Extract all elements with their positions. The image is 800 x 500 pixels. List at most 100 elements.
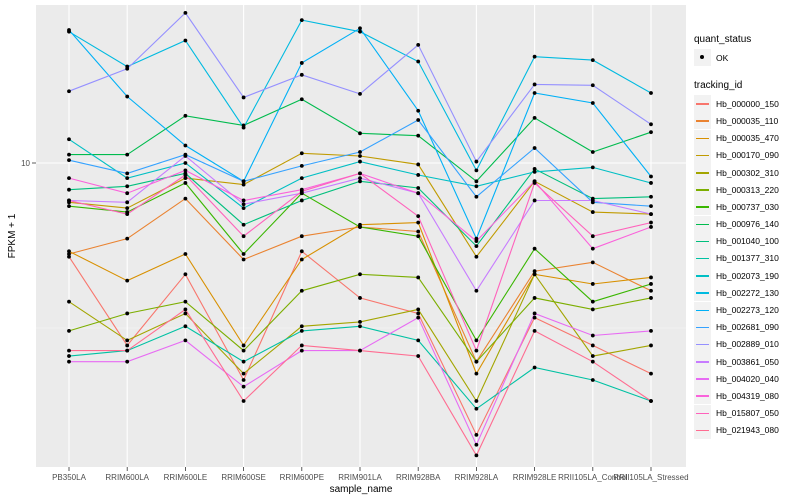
line-key-icon bbox=[694, 181, 711, 199]
data-point bbox=[358, 91, 362, 96]
legend-item: Hb_000170_090 bbox=[694, 146, 779, 164]
legend-label: Hb_000302_310 bbox=[716, 167, 779, 178]
legend-item: Hb_004020_040 bbox=[694, 370, 779, 388]
data-point bbox=[649, 91, 653, 95]
data-point bbox=[416, 315, 421, 320]
data-point bbox=[299, 288, 304, 293]
x-tick-label: RRIM928BA bbox=[396, 473, 441, 482]
data-point bbox=[183, 252, 188, 256]
data-point bbox=[125, 278, 130, 283]
legend-label: Hb_000000_150 bbox=[716, 98, 779, 109]
legend-label: Hb_001040_100 bbox=[716, 236, 779, 247]
data-point bbox=[474, 239, 479, 243]
data-point bbox=[183, 338, 188, 343]
data-point bbox=[183, 272, 188, 277]
data-point bbox=[649, 225, 653, 229]
data-point bbox=[183, 143, 188, 148]
data-point bbox=[241, 198, 246, 203]
data-point bbox=[299, 257, 304, 262]
legend-label: Hb_015807_050 bbox=[716, 408, 779, 419]
legend-label: OK bbox=[716, 52, 729, 63]
data-point bbox=[299, 249, 304, 254]
data-point bbox=[649, 130, 653, 135]
data-point bbox=[241, 343, 246, 348]
data-point bbox=[590, 83, 595, 88]
data-point bbox=[299, 343, 304, 348]
data-point bbox=[649, 212, 653, 217]
data-point bbox=[416, 162, 421, 167]
data-point bbox=[474, 371, 479, 376]
legend-item: Hb_003861_050 bbox=[694, 353, 779, 371]
data-point bbox=[590, 354, 595, 358]
legend-item: Hb_001040_100 bbox=[694, 232, 779, 250]
data-point bbox=[358, 159, 362, 164]
data-point bbox=[241, 182, 246, 187]
data-point bbox=[358, 348, 362, 353]
data-point bbox=[474, 442, 479, 447]
data-point bbox=[532, 181, 537, 185]
data-point bbox=[299, 348, 304, 353]
data-point bbox=[416, 108, 421, 113]
data-point bbox=[474, 453, 479, 458]
data-point bbox=[358, 296, 362, 300]
data-point bbox=[590, 165, 595, 170]
legend-item: Hb_000035_110 bbox=[694, 112, 779, 130]
data-point bbox=[67, 252, 71, 256]
data-point bbox=[649, 174, 653, 179]
line-key-icon bbox=[694, 95, 711, 113]
data-point bbox=[532, 166, 537, 171]
data-point bbox=[649, 181, 653, 185]
legend-item: Hb_002681_090 bbox=[694, 318, 779, 336]
data-point bbox=[358, 171, 362, 176]
legend-label: Hb_001377_310 bbox=[716, 253, 779, 264]
data-point bbox=[67, 354, 71, 358]
data-point bbox=[649, 399, 653, 403]
data-point bbox=[416, 42, 421, 47]
data-point bbox=[416, 234, 421, 239]
x-tick-label: RRIM600PE bbox=[280, 473, 324, 482]
data-point bbox=[299, 97, 304, 102]
legend-item: Hb_002889_010 bbox=[694, 335, 779, 353]
data-point bbox=[474, 348, 479, 353]
data-point bbox=[299, 189, 304, 194]
data-point bbox=[125, 236, 130, 241]
legend-item: Hb_002272_130 bbox=[694, 284, 779, 302]
data-point bbox=[590, 101, 595, 105]
data-point bbox=[532, 169, 537, 174]
shape-legend-title: quant_status bbox=[694, 34, 752, 45]
data-point bbox=[183, 324, 188, 329]
data-point bbox=[183, 161, 188, 165]
data-point bbox=[241, 378, 246, 382]
data-point bbox=[125, 176, 130, 180]
data-point bbox=[532, 146, 537, 150]
data-point bbox=[125, 212, 130, 217]
data-point bbox=[299, 72, 304, 77]
data-point bbox=[649, 220, 653, 225]
data-point bbox=[125, 152, 130, 157]
data-point bbox=[474, 338, 479, 343]
data-point bbox=[358, 154, 362, 158]
data-point bbox=[67, 328, 71, 333]
legend-label: Hb_002889_010 bbox=[716, 339, 779, 350]
data-point bbox=[358, 272, 362, 277]
data-point bbox=[183, 299, 188, 304]
data-point bbox=[649, 275, 653, 280]
data-point bbox=[183, 173, 188, 177]
x-tick-label: PB350LA bbox=[52, 473, 86, 482]
color-legend-title: tracking_id bbox=[694, 80, 743, 92]
x-tick-label: RRIM600LA bbox=[105, 473, 149, 482]
data-point bbox=[299, 324, 304, 329]
data-point bbox=[416, 275, 421, 280]
data-point bbox=[474, 184, 479, 189]
legend-label: Hb_000976_140 bbox=[716, 219, 779, 230]
data-point bbox=[474, 406, 479, 411]
line-key-icon bbox=[694, 232, 711, 250]
legend-label: Hb_004020_040 bbox=[716, 373, 779, 384]
data-point bbox=[649, 288, 653, 293]
data-point bbox=[590, 299, 595, 304]
line-key-icon bbox=[694, 249, 711, 267]
data-point bbox=[532, 246, 537, 251]
data-point bbox=[241, 348, 246, 353]
data-point bbox=[125, 184, 130, 189]
